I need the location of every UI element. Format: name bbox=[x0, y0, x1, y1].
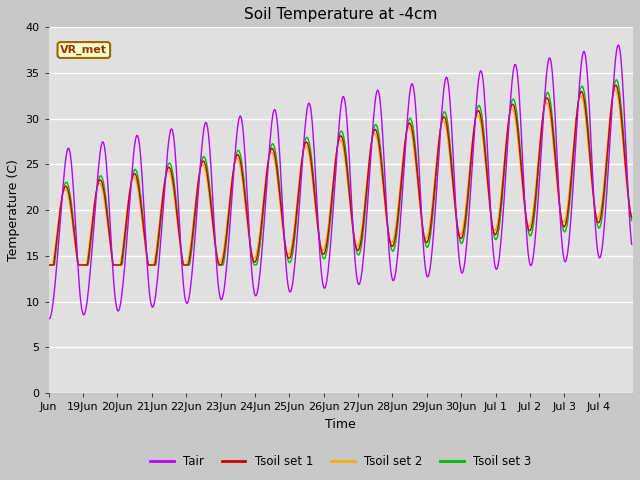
Y-axis label: Temperature (C): Temperature (C) bbox=[7, 159, 20, 261]
Title: Soil Temperature at -4cm: Soil Temperature at -4cm bbox=[244, 7, 438, 22]
X-axis label: Time: Time bbox=[326, 418, 356, 431]
Text: VR_met: VR_met bbox=[60, 45, 108, 55]
Legend: Tair, Tsoil set 1, Tsoil set 2, Tsoil set 3: Tair, Tsoil set 1, Tsoil set 2, Tsoil se… bbox=[145, 450, 536, 472]
